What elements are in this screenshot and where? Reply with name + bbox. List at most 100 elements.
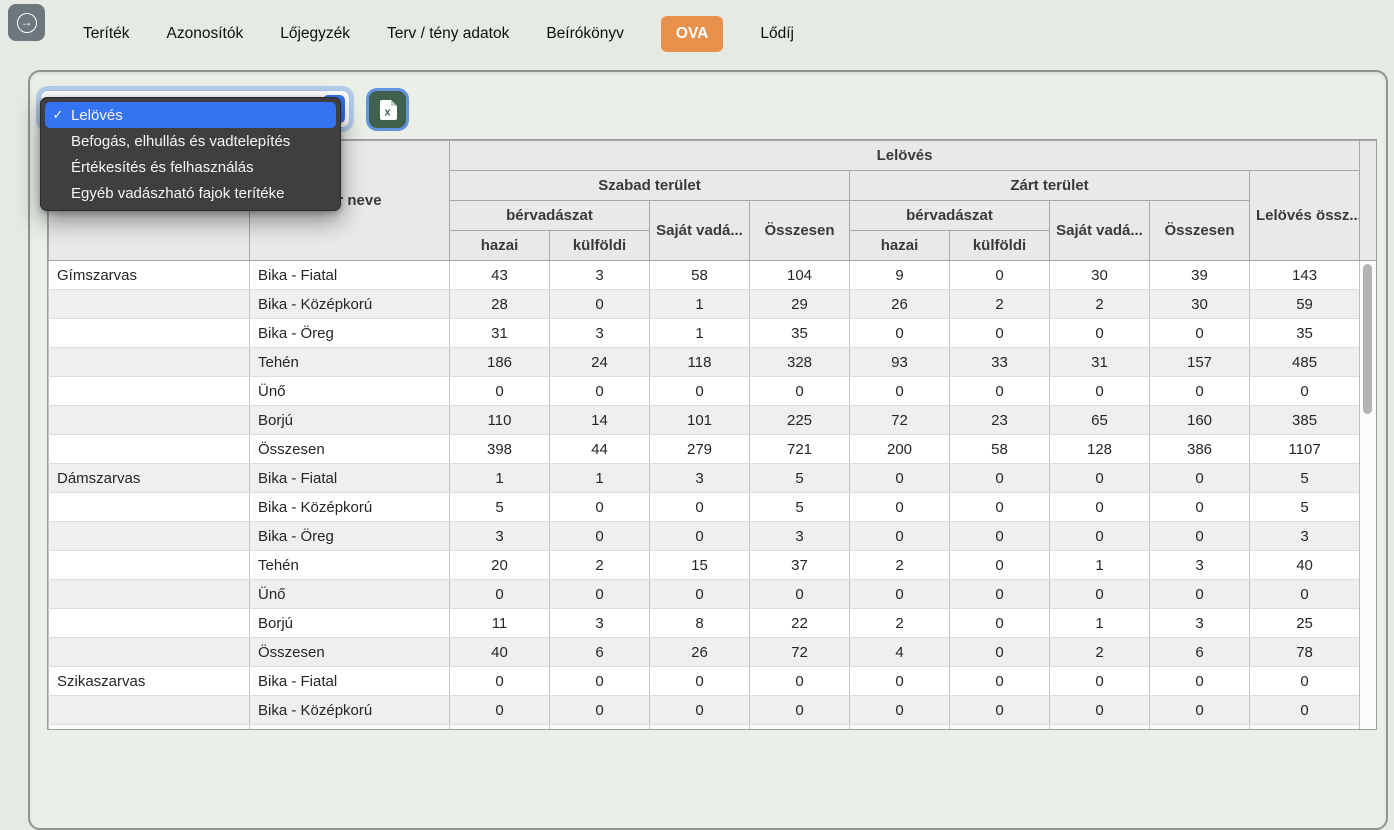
value-cell: 2 (949, 289, 1050, 319)
tab-azonositok[interactable]: Azonosítók (166, 25, 244, 42)
value-cell: 22 (749, 608, 850, 638)
value-cell: 44 (549, 434, 650, 464)
tab-terv-teny-adatok[interactable]: Terv / tény adatok (387, 25, 510, 42)
age-group-cell: Összesen (249, 637, 450, 667)
value-cell: 3 (649, 463, 750, 493)
species-cell (48, 695, 250, 725)
age-group-cell: Tehén (249, 550, 450, 580)
dropdown-item-leloves[interactable]: ✓ Lelövés (45, 102, 336, 128)
value-cell: 37 (749, 550, 850, 580)
value-cell: 143 (1248, 260, 1361, 290)
table-row: Szikaszarvas Bika - Fiatal 0 0 0 0 0 0 0… (48, 666, 1377, 696)
value-cell: 0 (949, 637, 1050, 667)
tab-teritek[interactable]: Teríték (83, 25, 130, 42)
svg-text:x: x (384, 106, 391, 118)
value-cell: 328 (749, 347, 850, 377)
value-cell: 3 (1149, 550, 1250, 580)
value-cell: 160 (1149, 405, 1250, 435)
value-cell: 6 (549, 637, 650, 667)
value-cell: 0 (649, 376, 750, 406)
value-cell: 386 (1149, 434, 1250, 464)
value-cell: 0 (549, 376, 650, 406)
value-cell: 14 (549, 405, 650, 435)
value-cell: 11 (449, 608, 550, 638)
value-cell: 0 (1149, 521, 1250, 551)
table-row: Tehén 186 24 118 328 93 33 31 157 485 (48, 347, 1377, 377)
value-cell: 1 (649, 318, 750, 348)
value-cell (649, 724, 750, 729)
age-group-cell: Borjú (249, 405, 450, 435)
value-cell: 0 (949, 579, 1050, 609)
value-cell: 5 (449, 492, 550, 522)
age-group-cell: Bika - Fiatal (249, 666, 450, 696)
value-cell: 0 (1149, 376, 1250, 406)
value-cell: 0 (549, 579, 650, 609)
value-cell: 101 (649, 405, 750, 435)
value-cell (849, 724, 950, 729)
sidebar-toggle-button[interactable]: → (8, 4, 45, 41)
table-row: Borjú 110 14 101 225 72 23 65 160 385 (48, 405, 1377, 435)
header-osszesen-szabad: Összesen (749, 200, 850, 261)
table-scrollbar-track[interactable] (1359, 260, 1376, 729)
species-cell (48, 376, 250, 406)
dropdown-item-label: Értékesítés és felhasználás (71, 158, 254, 176)
value-cell: 2 (849, 550, 950, 580)
value-cell: 104 (749, 260, 850, 290)
value-cell: 0 (1149, 463, 1250, 493)
value-cell: 0 (549, 666, 650, 696)
value-cell: 1 (1049, 550, 1150, 580)
value-cell: 0 (949, 695, 1050, 725)
tab-ova[interactable]: OVA (660, 16, 724, 52)
value-cell: 58 (949, 434, 1050, 464)
table-row: Dámszarvas Bika - Fiatal 1 1 3 5 0 0 0 0… (48, 463, 1377, 493)
value-cell: 0 (849, 695, 950, 725)
tab-beirokonyv[interactable]: Beírókönyv (546, 25, 624, 42)
species-cell: Szikaszarvas (48, 666, 250, 696)
table-row: Bika - Öreg 3 0 0 3 0 0 0 0 3 (48, 521, 1377, 551)
value-cell: 9 (849, 260, 950, 290)
value-cell: 1107 (1248, 434, 1361, 464)
value-cell: 0 (849, 492, 950, 522)
dropdown-item-ertekesites[interactable]: Értékesítés és felhasználás (45, 154, 336, 180)
value-cell: 0 (649, 521, 750, 551)
value-cell: 3 (549, 260, 650, 290)
species-cell: Gímszarvas (48, 260, 250, 290)
value-cell: 0 (649, 695, 750, 725)
age-group-cell: Bika - Középkorú (249, 289, 450, 319)
value-cell: 385 (1248, 405, 1361, 435)
value-cell: 0 (1248, 579, 1361, 609)
age-group-cell: Ünő (249, 579, 450, 609)
value-cell: 0 (1149, 666, 1250, 696)
species-cell (48, 434, 250, 464)
header-leloves: Lelövés (448, 140, 1361, 171)
value-cell: 2 (1049, 289, 1150, 319)
value-cell: 35 (749, 318, 850, 348)
value-cell: 0 (1049, 666, 1150, 696)
table-row: Ünő 0 0 0 0 0 0 0 0 0 (48, 579, 1377, 609)
value-cell: 0 (1149, 492, 1250, 522)
header-kulfoldi-szabad: külföldi (549, 230, 650, 261)
nav-tabs: Teríték Azonosítók Lőjegyzék Terv / tény… (83, 12, 794, 56)
value-cell: 0 (449, 666, 550, 696)
value-cell: 43 (449, 260, 550, 290)
value-cell: 0 (1049, 376, 1150, 406)
dropdown-item-befogas[interactable]: Befogás, elhullás és vadtelepítés (45, 128, 336, 154)
value-cell: 6 (1149, 637, 1250, 667)
age-group-cell: Bika - Középkorú (249, 695, 450, 725)
species-cell (48, 637, 250, 667)
tab-lodij[interactable]: Lődíj (760, 25, 794, 42)
screen: { "colors": { "accent_orange": "#e8914d"… (8, 4, 1388, 830)
value-cell: 23 (949, 405, 1050, 435)
value-cell: 1 (649, 289, 750, 319)
export-excel-button[interactable]: x (369, 91, 406, 128)
species-cell (48, 608, 250, 638)
value-cell: 0 (1149, 318, 1250, 348)
value-cell: 0 (949, 463, 1050, 493)
dropdown-item-egyeb[interactable]: Egyéb vadászható fajok terítéke (45, 180, 336, 206)
value-cell: 30 (1049, 260, 1150, 290)
value-cell (449, 724, 550, 729)
scrollbar-thumb[interactable] (1363, 264, 1373, 414)
value-cell: 0 (849, 318, 950, 348)
tab-lojegyzek[interactable]: Lőjegyzék (280, 25, 350, 42)
value-cell: 128 (1049, 434, 1150, 464)
